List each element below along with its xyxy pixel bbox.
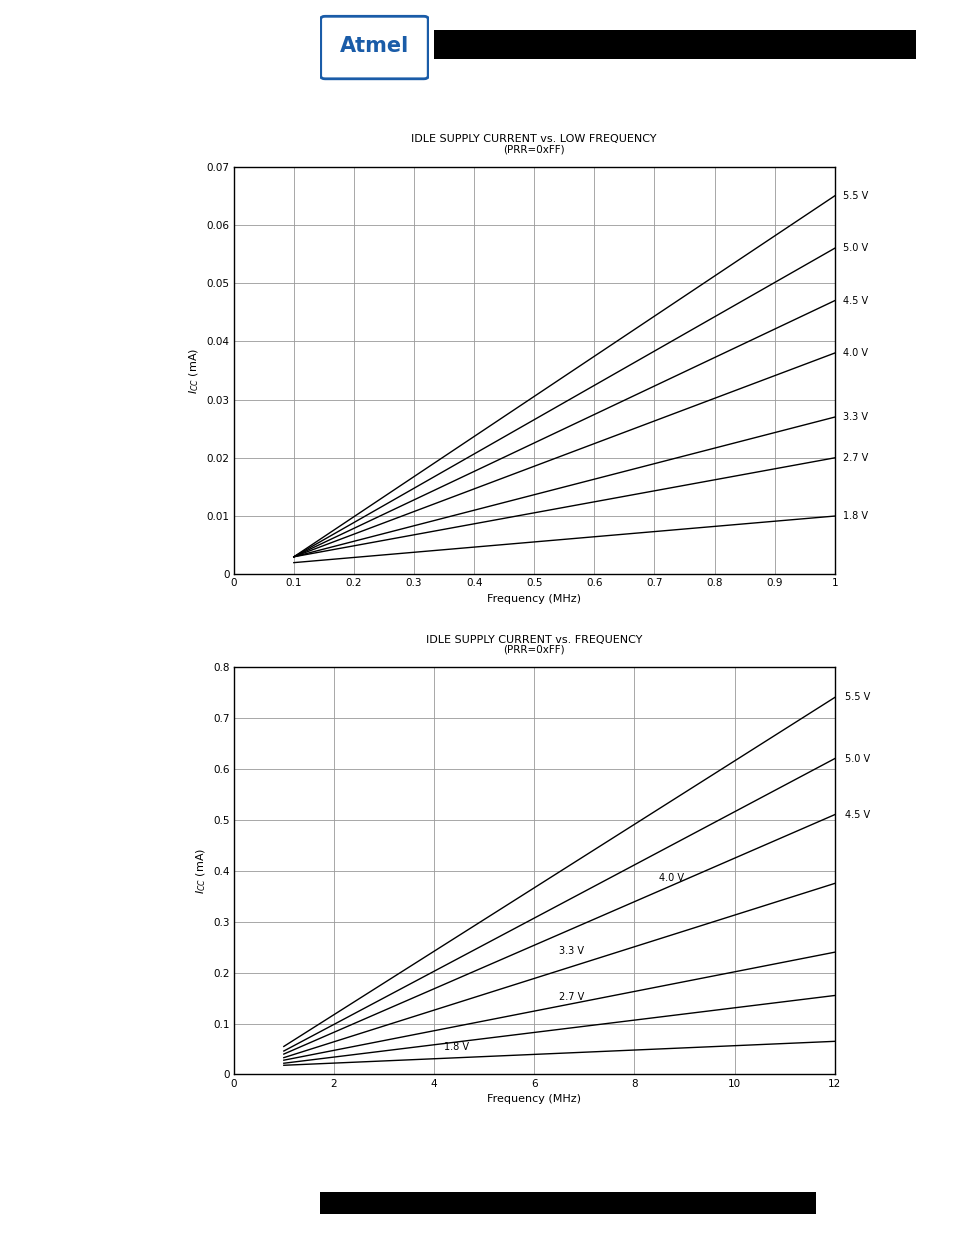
Text: 3.3 V: 3.3 V [558, 946, 583, 956]
Text: 2.7 V: 2.7 V [841, 453, 867, 463]
Text: (PRR=0xFF): (PRR=0xFF) [503, 645, 564, 655]
Text: 5.0 V: 5.0 V [843, 753, 869, 763]
X-axis label: Frequency (MHz): Frequency (MHz) [487, 1094, 580, 1104]
Text: 5.0 V: 5.0 V [841, 243, 867, 253]
Text: 4.0 V: 4.0 V [841, 348, 866, 358]
FancyBboxPatch shape [320, 16, 428, 79]
Text: 1.8 V: 1.8 V [443, 1042, 469, 1052]
Text: Atmel: Atmel [339, 36, 409, 56]
Text: 4.5 V: 4.5 V [843, 810, 869, 820]
Text: 2.7 V: 2.7 V [558, 992, 584, 1002]
Text: 5.5 V: 5.5 V [841, 191, 867, 201]
Text: IDLE SUPPLY CURRENT vs. FREQUENCY: IDLE SUPPLY CURRENT vs. FREQUENCY [426, 635, 641, 645]
Text: 4.0 V: 4.0 V [659, 873, 683, 883]
Y-axis label: $I_{CC}$ (mA): $I_{CC}$ (mA) [187, 347, 201, 394]
Text: 4.5 V: 4.5 V [841, 295, 867, 305]
Text: 1.8 V: 1.8 V [841, 511, 866, 521]
Text: 5.5 V: 5.5 V [843, 693, 869, 703]
Y-axis label: $I_{CC}$ (mA): $I_{CC}$ (mA) [193, 847, 208, 894]
Text: (PRR=0xFF): (PRR=0xFF) [503, 144, 564, 154]
Text: 3.3 V: 3.3 V [841, 412, 866, 422]
X-axis label: Frequency (MHz): Frequency (MHz) [487, 594, 580, 604]
Text: IDLE SUPPLY CURRENT vs. LOW FREQUENCY: IDLE SUPPLY CURRENT vs. LOW FREQUENCY [411, 135, 657, 144]
